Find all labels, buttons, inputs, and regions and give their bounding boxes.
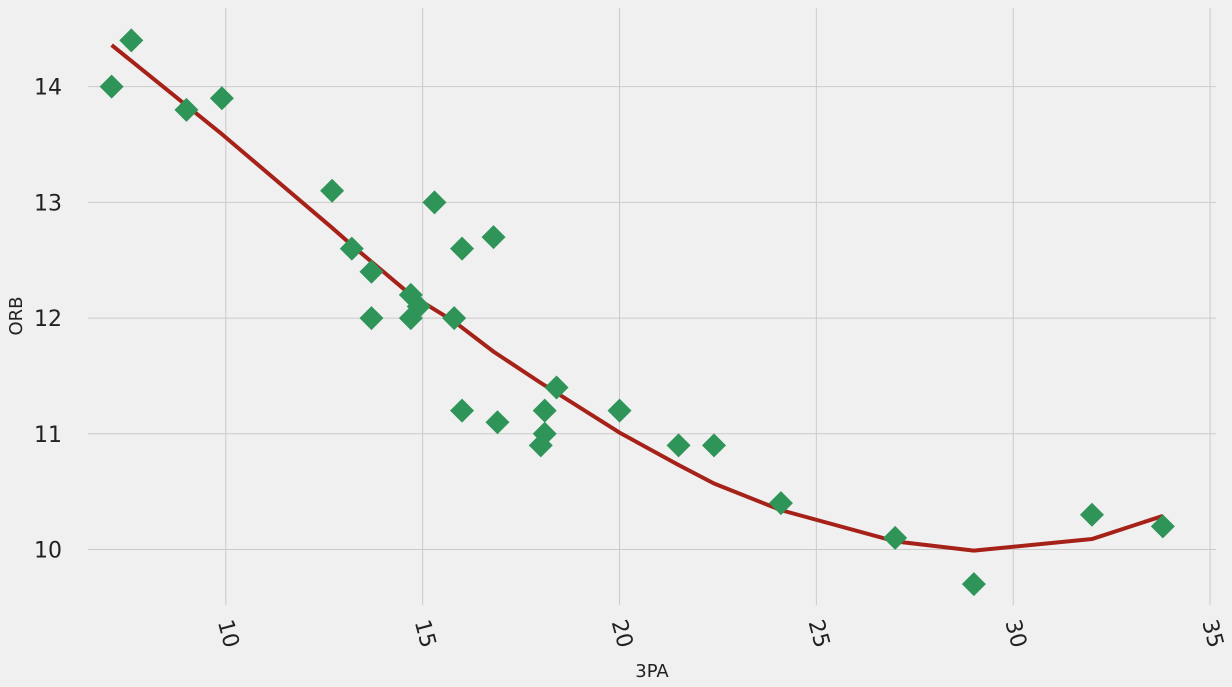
point — [1150, 514, 1175, 539]
point — [607, 398, 632, 423]
y-tick-label: 10 — [34, 538, 62, 563]
y-tick-label: 14 — [34, 76, 62, 101]
point — [320, 178, 345, 203]
y-tick-label: 11 — [34, 423, 62, 448]
point — [768, 491, 793, 516]
point — [961, 572, 986, 597]
point — [339, 236, 364, 261]
point — [666, 433, 691, 458]
point — [359, 306, 384, 331]
point — [1079, 502, 1104, 527]
point — [532, 398, 557, 423]
point — [702, 433, 727, 458]
point — [174, 97, 199, 122]
point — [450, 398, 475, 423]
point — [209, 86, 234, 111]
point — [883, 525, 908, 550]
y-axis-label: ORB — [6, 296, 27, 335]
point — [406, 294, 431, 319]
point — [532, 421, 557, 446]
point — [544, 375, 569, 400]
point — [442, 306, 467, 331]
point — [119, 28, 144, 53]
point — [481, 225, 506, 250]
point — [450, 236, 475, 261]
x-axis-label: 3PA — [635, 661, 669, 682]
fit-line — [110, 43, 1164, 553]
y-tick-label: 12 — [34, 307, 62, 332]
point — [359, 259, 384, 284]
y-tick-label: 13 — [34, 191, 62, 216]
point — [485, 410, 510, 435]
point — [422, 190, 447, 215]
point — [99, 74, 124, 99]
